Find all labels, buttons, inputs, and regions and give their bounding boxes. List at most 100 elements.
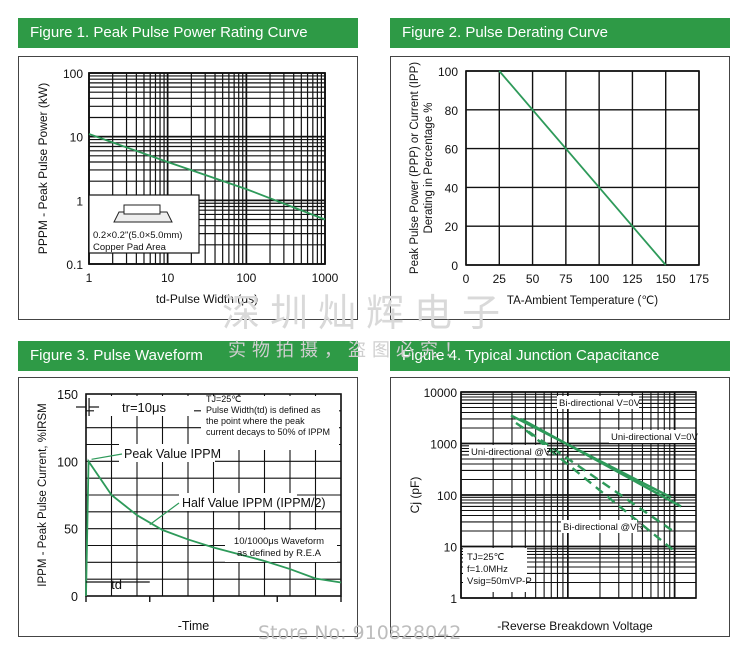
- fig3-waveform-text: as defined by R.E.A: [237, 548, 322, 559]
- figure2-panel: Figure 2. Pulse Derating Curve 0 25 50 75 10…: [390, 18, 730, 320]
- fig3-waveform-text: 10/1000μs Waveform: [234, 536, 324, 547]
- fig3-ytick-label: 100: [57, 455, 78, 469]
- fig1-xtick-label: 1000: [312, 271, 339, 285]
- fig4-ytick-label: 1: [450, 592, 457, 606]
- fig3-annotation-bg: [225, 530, 337, 562]
- fig4-series-label: Uni-directional V=0V: [611, 432, 699, 443]
- figure4-title: Figure 4. Typical Junction Capacitance: [390, 341, 730, 371]
- fig4-ytick-label: 1000: [430, 438, 457, 452]
- figure3-panel: Figure 3. Pulse Waveform 150 100 50 0 tr=10μ…: [18, 341, 358, 637]
- fig2-ytick-label: 0: [451, 259, 458, 273]
- fig1-annotation: 0.2×0.2"(5.0×5.0mm): [93, 230, 182, 241]
- figure4-chart: 10000 1000 100 10 1 Bi-directional V=0V Uni-di…: [408, 386, 699, 633]
- fig3-ylabel: IPPM - Peak Pulse Current, %IRSM: [37, 403, 49, 586]
- figure1-chart: 1 10 100 10001001010.10.2×0.2"(5.0×5.0mm)Co…: [36, 67, 339, 306]
- figure2-box: 0 25 50 75 100 125 150 175 100 80 60 40 20 0 TA-Ambien…: [390, 56, 730, 320]
- fig2-ylabel: Peak Pulse Power (PPP) or Current (IPP): [409, 62, 421, 274]
- fig4-series-line: [525, 429, 676, 553]
- fig2-series-line: [498, 70, 667, 266]
- fig2-xtick-label: 175: [689, 272, 709, 286]
- fig3-annotation-bg: [201, 396, 339, 450]
- fig4-label-bg: [557, 396, 639, 409]
- fig4-conditions-bg: [463, 548, 527, 592]
- fig2-xtick-label: 100: [589, 272, 609, 286]
- fig4-conditions-text: TJ=25℃: [467, 552, 505, 563]
- fig4-label-bg: [469, 445, 547, 458]
- fig2-xtick-label: 150: [656, 272, 676, 286]
- fig1-ylabel: PPPM - Peak Pulse Power (kW): [36, 83, 50, 254]
- fig3-ytick-label: 0: [71, 590, 78, 604]
- fig2-xlabel: TA-Ambient Temperature (℃): [507, 295, 658, 307]
- fig3-conditions-text: current decays to 50% of IPPM: [206, 427, 330, 437]
- fig3-series-line: [85, 458, 342, 597]
- fig1-xtick-label: 1: [86, 271, 93, 285]
- fig4-ytick-label: 10: [444, 541, 458, 555]
- figure3-title: Figure 3. Pulse Waveform: [18, 341, 358, 371]
- fig3-conditions-text: TJ=25℃: [206, 394, 241, 404]
- fig4-ylabel: Cj (pF): [408, 477, 422, 514]
- figure1-title: Figure 1. Peak Pulse Power Rating Curve: [18, 18, 358, 48]
- fig4-series-label: Bi-directional @VR: [563, 522, 644, 533]
- fig2-ylabel: Derating in Percentage %: [423, 102, 435, 233]
- watermark-notice: 实物拍摄，盗图必究！: [228, 340, 468, 361]
- fig4-ytick-label: 100: [437, 489, 457, 503]
- fig2-ytick-label: 60: [445, 143, 459, 157]
- fig4-conditions-text: Vsig=50mVP-P: [467, 576, 532, 587]
- fig3-annotation-bg: [179, 493, 297, 511]
- fig1-chip-icon: [123, 204, 161, 215]
- watermark-store: Store No: 910828042: [258, 622, 462, 644]
- fig2-xtick-label: 25: [493, 272, 507, 286]
- fig1-ytick-label: 0.1: [66, 258, 83, 272]
- watermark-company: 深圳灿辉电子: [222, 291, 511, 335]
- fig1-xtick-label: 10: [161, 271, 175, 285]
- fig3-peak-leader: [91, 453, 123, 460]
- fig1-xlabel: td-Pulse Width (μs): [156, 292, 258, 306]
- figure4-panel: Figure 4. Typical Junction Capacitance 1…: [390, 341, 730, 637]
- figure2-chart: 0 25 50 75 100 125 150 175 100 80 60 40 20 0 TA-Ambien…: [409, 62, 709, 307]
- fig3-xlabel: -Time: [178, 619, 210, 633]
- fig3-conditions-text: the point where the peak: [206, 416, 305, 426]
- fig1-ytick-label: 100: [63, 67, 83, 81]
- fig3-annotation-bg: [94, 396, 194, 416]
- fig1-annotation: Copper Pad Area: [93, 242, 167, 253]
- fig4-series-label: Uni-directional @VR: [471, 447, 557, 458]
- fig2-xtick-label: 125: [622, 272, 642, 286]
- figure3-box: 150 100 50 0 tr=10μs TJ=25℃ Pulse Width(td) is…: [18, 377, 358, 637]
- fig2-plot-border: [465, 70, 700, 266]
- fig4-xlabel: -Reverse Breakdown Voltage: [497, 619, 653, 633]
- fig3-half-label: Half Value IPPM (IPPM/2): [182, 496, 326, 510]
- fig2-xtick-label: 0: [463, 272, 470, 286]
- fig2-ytick-label: 100: [438, 65, 458, 79]
- fig3-peak-label: Peak Value IPPM: [124, 447, 221, 461]
- fig2-ytick-label: 40: [445, 181, 459, 195]
- fig4-series-label: Bi-directional V=0V: [559, 398, 641, 409]
- fig3-conditions-text: Pulse Width(td) is defined as: [206, 405, 321, 415]
- fig4-conditions-text: f=1.0MHz: [467, 564, 508, 575]
- fig1-xtick-label: 100: [236, 271, 256, 285]
- fig4-series-line: [515, 422, 674, 532]
- fig3-ytick-label: 150: [57, 388, 78, 402]
- fig2-ytick-label: 20: [445, 220, 459, 234]
- fig4-plot-border: [460, 391, 697, 599]
- figure1-box: 1 10 100 1000 100 10 1 0.1 0.2×0.2"(5.0×5.0mm) Co…: [18, 56, 358, 320]
- fig2-ytick-label: 80: [445, 104, 459, 118]
- fig4-label-bg: [609, 430, 695, 443]
- figure2-title: Figure 2. Pulse Derating Curve: [390, 18, 730, 48]
- figure1-panel: Figure 1. Peak Pulse Power Rating Curve …: [18, 18, 358, 320]
- fig4-series-line: [520, 417, 682, 508]
- fig1-ytick-label: 10: [70, 131, 84, 145]
- fig3-tr-label: tr=10μs: [122, 400, 166, 415]
- fig3-td-label: td: [111, 577, 122, 592]
- fig2-xtick-label: 75: [559, 272, 573, 286]
- fig3-annotation-bg: [119, 444, 215, 462]
- fig1-series-line: [88, 133, 326, 221]
- fig2-xtick-label: 50: [526, 272, 540, 286]
- fig1-plot-border: [88, 72, 326, 265]
- fig3-ytick-label: 50: [64, 523, 78, 537]
- fig1-ytick-label: 1: [76, 194, 83, 208]
- fig4-label-bg: [561, 520, 637, 533]
- fig3-half-leader: [149, 502, 180, 526]
- figure4-box: 10000 1000 100 10 1 Bi-directional V=0V Uni-di…: [390, 377, 730, 637]
- fig4-ytick-label: 10000: [424, 386, 458, 400]
